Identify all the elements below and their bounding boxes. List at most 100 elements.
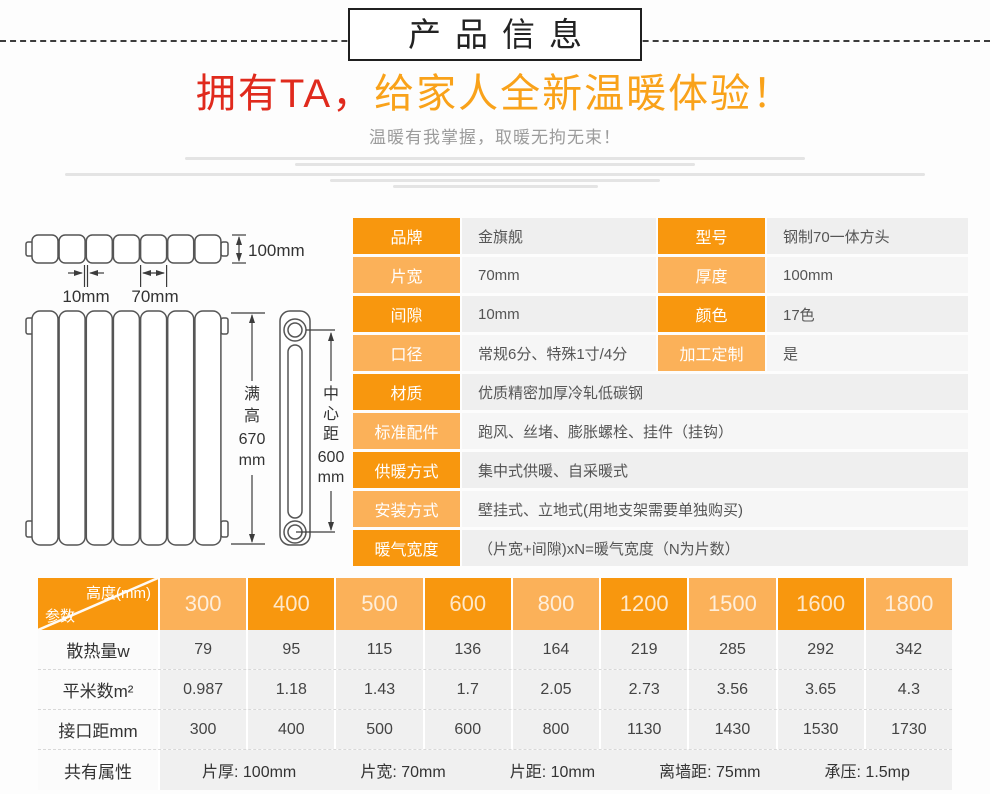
svg-text:600: 600 [318,449,345,466]
spec-value: 钢制70一体方头 [767,218,968,254]
dim-width-label: 70mm [131,287,178,306]
svg-text:满: 满 [244,385,260,403]
svg-text:距: 距 [323,425,339,443]
common-attr: 承压: 1.5mp [824,764,910,781]
spec-label: 加工定制 [658,335,765,371]
watermark-line [295,163,695,166]
spec-value: 壁挂式、立地式(用地支架需要单独购买) [462,491,968,527]
svg-text:mm: mm [318,469,345,486]
spec-row-caliber-custom: 口径 常规6分、特殊1寸/4分 加工定制 是 [353,335,968,371]
common-attr: 片厚: 100mm [202,764,297,781]
row-label: 散热量w [38,630,158,669]
section-title-box: 产品信息 [348,8,642,61]
radiator-front-view [25,310,229,546]
height-column-header: 600 [422,578,511,630]
fine-print-block-1 [0,157,990,166]
cell: 3.65 [775,670,864,709]
cell: 2.05 [510,670,600,709]
row-label: 接口距mm [38,710,158,749]
dim-depth-label: 100mm [248,241,305,260]
spec-label: 材质 [353,374,460,410]
cell: 285 [687,630,776,669]
spec-value: 集中式供暖、自采暖式 [462,452,968,488]
row-label: 共有属性 [38,750,158,790]
spec-row-material: 材质 优质精密加厚冷轧低碳钢 [353,374,968,410]
height-column-header: 1600 [775,578,864,630]
table-row-heat-output: 散热量w 79 95 115 136 164 219 285 292 342 [38,630,952,670]
parameter-table-header: 高度(mm) 参数 300 400 500 600 800 1200 1500 … [38,578,952,630]
spec-row-heating-mode: 供暖方式 集中式供暖、自采暖式 [353,452,968,488]
spec-label: 品牌 [353,218,460,254]
watermark-line [392,185,598,188]
height-column-header: 1500 [687,578,776,630]
spec-value: 10mm [462,296,656,332]
cell: 79 [158,630,247,669]
table-row-square-meters: 平米数m² 0.987 1.18 1.43 1.7 2.05 2.73 3.56… [38,670,952,710]
corner-height-label: 高度(mm) [86,585,151,602]
cell: 3.56 [687,670,776,709]
common-attr: 片距: 10mm [509,764,596,781]
cell: 1430 [687,710,776,749]
common-attr: 片宽: 70mm [360,764,446,781]
cell: 4.3 [863,670,952,709]
radiator-top-view [25,234,229,264]
spec-row-width-thickness: 片宽 70mm 厚度 100mm [353,257,968,293]
corner-cell: 高度(mm) 参数 [38,578,158,630]
corner-param-label: 参数 [45,608,76,625]
spec-label: 暖气宽度 [353,530,460,566]
spec-label: 颜色 [658,296,765,332]
watermark-line [185,157,805,160]
product-info-page: 产品信息 拥有TA，给家人全新温暖体验！ 温暖有我掌握，取暖无拘无束！ [0,8,990,790]
watermark-line [65,173,925,176]
dim-gap [68,265,104,287]
spec-label: 标准配件 [353,413,460,449]
spec-value: 70mm [462,257,656,293]
spec-value: 17色 [767,296,968,332]
parameter-table: 高度(mm) 参数 300 400 500 600 800 1200 1500 … [38,578,952,790]
height-column-header: 800 [510,578,600,630]
spec-value: 常规6分、特殊1寸/4分 [462,335,656,371]
cell: 292 [775,630,864,669]
cell: 1.7 [422,670,511,709]
radiator-dimension-diagram: 100mm 10mm 70mm [25,234,345,546]
cell: 1530 [775,710,864,749]
spec-label: 供暖方式 [353,452,460,488]
svg-text:mm: mm [239,452,266,469]
svg-text:中: 中 [323,385,339,403]
cell: 342 [863,630,952,669]
spec-value: 金旗舰 [462,218,656,254]
spec-value: 100mm [767,257,968,293]
svg-text:高: 高 [244,407,260,425]
svg-text:670: 670 [239,431,266,448]
spec-label: 口径 [353,335,460,371]
cell: 400 [246,710,335,749]
radiator-side-column [279,310,311,546]
cell: 300 [158,710,247,749]
cell: 136 [422,630,511,669]
spec-row-install-mode: 安装方式 壁挂式、立地式(用地支架需要单独购买) [353,491,968,527]
spec-table: 品牌 金旗舰 型号 钢制70一体方头 片宽 70mm 厚度 100mm 间隙 1… [353,218,968,569]
headline-orange-text: 给家人全新温暖体验！ [374,72,795,116]
dim-center-distance-label: 中 心 距 600 mm [318,385,345,486]
cell: 1.43 [334,670,423,709]
headline: 拥有TA，给家人全新温暖体验！ [0,71,990,117]
cell: 500 [334,710,423,749]
cell: 2.73 [599,670,688,709]
height-column-header: 300 [158,578,247,630]
cell: 219 [599,630,688,669]
cell: 95 [246,630,335,669]
height-column-header: 1200 [599,578,688,630]
spec-row-accessories: 标准配件 跑风、丝堵、膨胀螺栓、挂件（挂钩） [353,413,968,449]
dim-width [139,265,168,287]
common-attr: 离墙距: 75mm [659,764,761,781]
dim-full-height-label: 满 高 670 mm [239,385,266,469]
cell: 1730 [863,710,952,749]
cell: 0.987 [158,670,247,709]
dim-full-height [231,312,265,545]
spec-label: 安装方式 [353,491,460,527]
main-section: 100mm 10mm 70mm [0,208,990,578]
cell: 1130 [599,710,688,749]
cell: 1.18 [246,670,335,709]
headline-red-text: 拥有TA， [195,72,375,116]
spec-label: 间隙 [353,296,460,332]
